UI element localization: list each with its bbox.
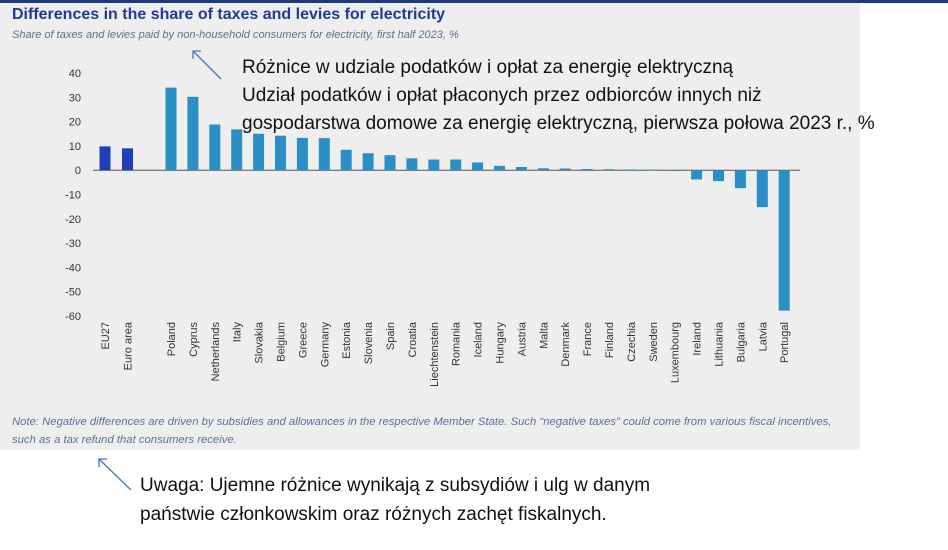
y-tick-label: -20	[65, 214, 81, 226]
bar-belgium	[275, 135, 286, 171]
x-tick-label: Lithuania	[714, 321, 726, 367]
x-tick-label: Luxembourg	[670, 322, 682, 383]
x-tick-label: Poland	[166, 322, 178, 356]
bar-luxembourg	[669, 170, 681, 171]
x-tick-label: EU27	[100, 322, 112, 350]
x-tick-label: Belgium	[276, 322, 288, 362]
polish-note-line: państwie członkowskim oraz różnych zachę…	[140, 504, 607, 525]
polish-translation-note: Uwaga: Ujemne różnice wynikają z subsydi…	[140, 471, 650, 529]
y-tick-label: 0	[75, 165, 81, 177]
y-tick-label: 30	[69, 92, 81, 104]
x-tick-label: Cyprus	[188, 322, 200, 357]
x-tick-label: Spain	[385, 322, 397, 350]
y-tick-label: -40	[65, 262, 81, 274]
polish-title-line: Różnice w udziale podatków i opłat za en…	[242, 57, 734, 78]
chart-panel	[0, 3, 860, 450]
top-border	[0, 0, 948, 3]
x-tick-label: Netherlands	[210, 322, 222, 382]
bar-cyprus	[187, 96, 199, 171]
x-tick-label: Estonia	[341, 321, 353, 359]
x-tick-label: Romania	[451, 321, 463, 366]
chart-note: Note: Negative differences are driven by…	[12, 416, 832, 446]
bar-euro-area	[122, 148, 133, 171]
x-tick-label: Malta	[538, 321, 550, 349]
bar-slovenia	[362, 153, 374, 171]
x-tick-label: Slovakia	[254, 321, 266, 363]
bar-chart: 40 30 20 10 0 -10 -20 -30 -40 -50 -60 EU27 Euro area…	[65, 68, 800, 387]
bar-slovakia	[253, 133, 265, 171]
bar-greece	[296, 137, 308, 171]
y-tick-label: -30	[65, 238, 81, 250]
bar-eu27	[99, 146, 111, 171]
bar-hungary	[494, 165, 505, 171]
x-tick-label: Liechtenstein	[429, 322, 441, 387]
bar-france	[581, 168, 593, 171]
x-tick-label: Slovenia	[363, 321, 375, 364]
bar-malta	[537, 168, 549, 171]
x-tick-label: Austria	[516, 321, 528, 356]
bar-germany	[318, 138, 330, 171]
x-tick-label: France	[582, 322, 594, 356]
y-tick-label: 20	[69, 117, 81, 129]
bar-italy	[231, 129, 243, 171]
x-tick-label: Sweden	[648, 322, 660, 362]
polish-title-line: Udział podatków i opłat płaconych przez …	[242, 85, 762, 106]
bar-croatia	[406, 158, 418, 171]
bar-portugal	[778, 170, 790, 311]
bar-denmark	[559, 168, 571, 171]
polish-title-line: gospodarstwa domowe za energię elektrycz…	[242, 113, 875, 134]
bar-czechia	[625, 169, 637, 171]
x-tick-label: Denmark	[560, 322, 572, 367]
x-tick-label: Bulgaria	[735, 321, 747, 362]
x-tick-label: Croatia	[407, 321, 419, 357]
polish-note-line: Uwaga: Ujemne różnice wynikają z subsydi…	[140, 475, 651, 496]
y-tick-label: -60	[65, 311, 81, 323]
y-tick-label: -10	[65, 190, 81, 202]
bar-iceland	[472, 162, 484, 171]
bar-sweden	[647, 169, 659, 171]
chart-title: Differences in the share of taxes and le…	[12, 6, 446, 23]
y-tick-label: -50	[65, 287, 81, 299]
polish-translation-title: Różnice w udziale podatków i opłat za en…	[242, 54, 875, 138]
bar-ireland	[691, 170, 703, 180]
x-tick-label: Finland	[604, 322, 616, 358]
bar-austria	[515, 167, 527, 171]
x-tick-label: Euro area	[123, 321, 135, 370]
x-tick-label: Italy	[232, 322, 244, 343]
bar-lithuania	[713, 170, 724, 182]
x-tick-label: Greece	[297, 322, 309, 358]
bar-bulgaria	[734, 170, 746, 189]
note-arrow-icon	[98, 458, 132, 491]
bar-spain	[384, 155, 396, 171]
bar-latvia	[756, 170, 768, 208]
bar-estonia	[340, 149, 352, 171]
y-tick-label: 40	[69, 68, 81, 80]
y-tick-label: 10	[69, 141, 81, 153]
x-tick-label: Hungary	[495, 322, 507, 364]
x-tick-label: Czechia	[626, 321, 638, 362]
bar-netherlands	[209, 124, 221, 171]
bar-romania	[450, 159, 462, 171]
x-tick-label: Latvia	[757, 321, 769, 351]
chart-subtitle: Share of taxes and levies paid by non-ho…	[12, 29, 459, 41]
x-tick-label: Germany	[319, 322, 331, 368]
bar-finland	[603, 169, 615, 171]
x-tick-label: Iceland	[473, 322, 485, 357]
x-tick-label: Portugal	[779, 322, 791, 363]
bar-poland	[165, 87, 177, 171]
bar-liechtenstein	[428, 159, 440, 171]
x-tick-label: Ireland	[692, 322, 704, 356]
